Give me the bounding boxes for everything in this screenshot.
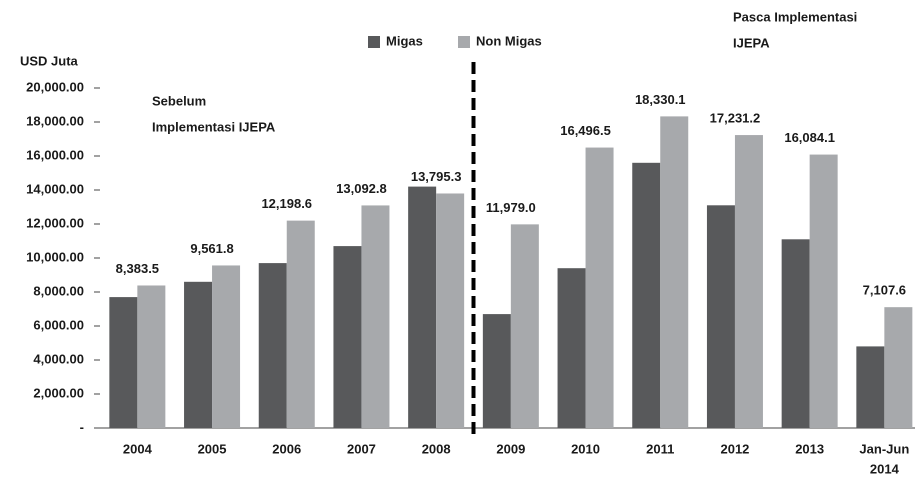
- x-tick-label: 2014: [870, 461, 900, 476]
- x-tick-label: 2013: [795, 441, 824, 456]
- bar: [660, 116, 689, 428]
- legend-swatch: [368, 36, 380, 48]
- bar: [632, 162, 661, 429]
- bar: [585, 147, 614, 428]
- bar: [109, 297, 138, 428]
- legend-swatch: [458, 36, 470, 48]
- y-tick-label: 6,000.00: [33, 317, 84, 332]
- bar: [184, 281, 213, 428]
- x-tick-label: 2004: [123, 441, 153, 456]
- y-tick-label: 10,000.00: [26, 249, 84, 264]
- bar: [286, 220, 315, 428]
- y-tick-label: 4,000.00: [33, 351, 84, 366]
- data-label: 11,979.0: [486, 200, 536, 215]
- bar: [482, 314, 511, 428]
- x-tick-label: 2008: [422, 441, 451, 456]
- bar: [809, 154, 838, 428]
- annotation-line: IJEPA: [733, 35, 770, 50]
- y-tick-label: 18,000.00: [26, 113, 84, 128]
- annotation-line: Sebelum: [152, 93, 206, 108]
- bar: [137, 285, 166, 428]
- data-label: 17,231.2: [710, 111, 761, 126]
- y-tick-label: 14,000.00: [26, 181, 84, 196]
- bar: [333, 246, 362, 428]
- data-label: 7,107.6: [863, 283, 906, 298]
- bar: [557, 268, 586, 428]
- bar: [212, 265, 241, 428]
- x-tick-label: 2006: [272, 441, 301, 456]
- data-label: 16,496.5: [560, 123, 611, 138]
- y-tick-label: 12,000.00: [26, 215, 84, 230]
- legend-label: Non Migas: [476, 33, 542, 48]
- bar: [856, 346, 885, 428]
- y-tick-label: 16,000.00: [26, 147, 84, 162]
- y-tick-label: 8,000.00: [33, 283, 84, 298]
- data-label: 9,561.8: [190, 241, 233, 256]
- data-label: 16,084.1: [784, 130, 835, 145]
- bar: [781, 239, 810, 428]
- data-label: 18,330.1: [635, 92, 686, 107]
- bar: [436, 193, 465, 428]
- bar: [510, 224, 539, 428]
- legend-label: Migas: [386, 33, 423, 48]
- annotation-line: Implementasi IJEPA: [152, 119, 276, 134]
- bar: [408, 186, 437, 428]
- bar: [361, 205, 390, 428]
- x-tick-label: 2007: [347, 441, 376, 456]
- bar: [706, 205, 735, 428]
- data-label: 12,198.6: [261, 196, 312, 211]
- y-axis-label: USD Juta: [20, 53, 79, 68]
- x-tick-label: 2009: [496, 441, 525, 456]
- x-tick-label: 2011: [646, 441, 674, 456]
- x-tick-label: 2012: [720, 441, 749, 456]
- x-tick-label: 2005: [198, 441, 227, 456]
- data-label: 13,795.3: [411, 169, 462, 184]
- y-tick-label: 20,000.00: [26, 79, 84, 94]
- x-tick-label: 2010: [571, 441, 600, 456]
- y-tick-label: -: [80, 419, 84, 434]
- x-tick-label: Jan-Jun: [859, 441, 909, 456]
- data-label: 8,383.5: [116, 261, 159, 276]
- data-label: 13,092.8: [336, 181, 387, 196]
- bar: [884, 307, 913, 428]
- annotation-line: Pasca Implementasi: [733, 9, 857, 24]
- bar: [258, 263, 287, 428]
- bar: [734, 135, 763, 429]
- y-tick-label: 2,000.00: [33, 385, 84, 400]
